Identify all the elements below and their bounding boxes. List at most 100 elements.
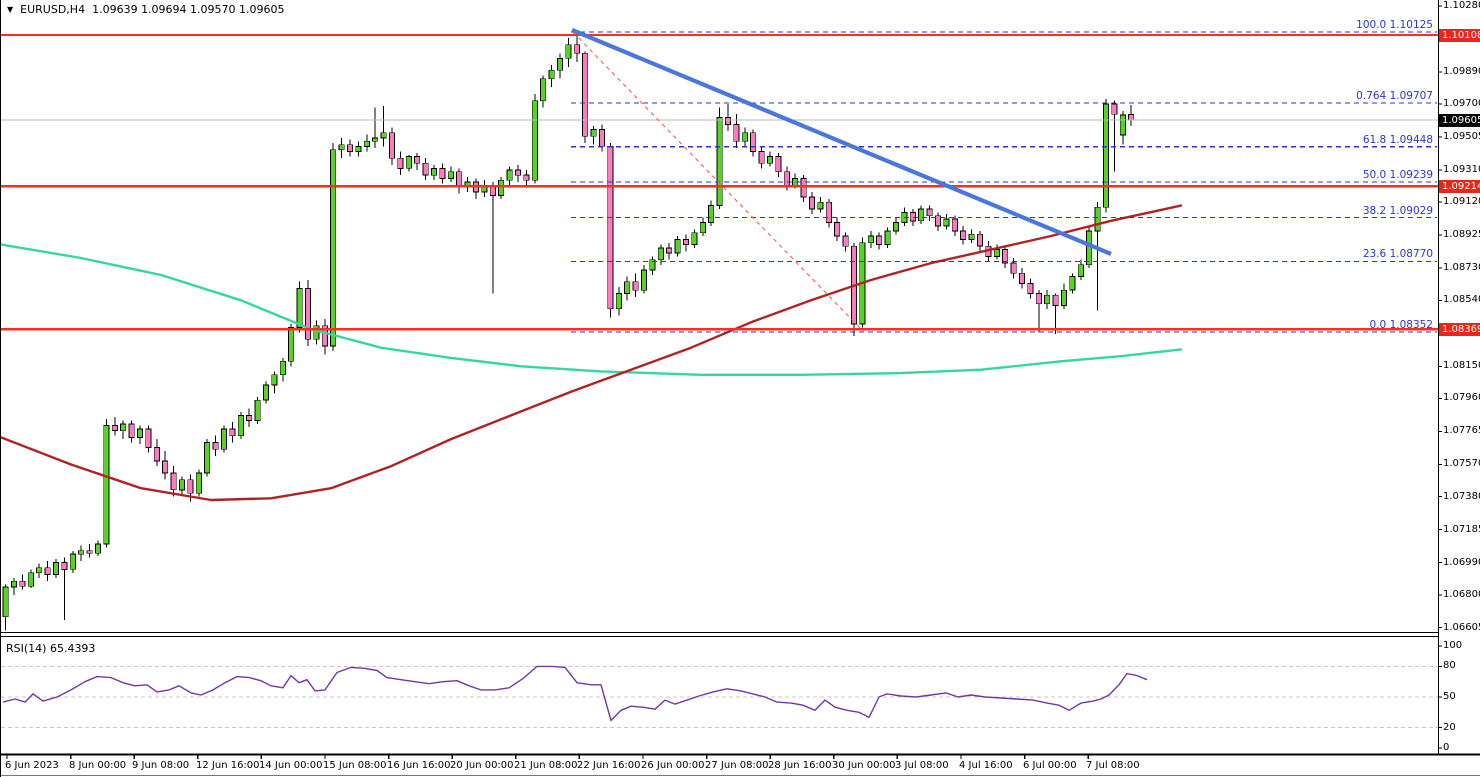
fib-diagonal-line: [572, 31, 865, 333]
bull-candle: [624, 276, 631, 301]
fib-level-label: 61.8 1.09448: [1362, 134, 1433, 146]
price-axis-label: 1.06605: [1443, 622, 1480, 633]
bear-candle: [162, 450, 169, 480]
bull-candle: [103, 418, 110, 548]
bull-candle: [615, 286, 622, 316]
bull-candle: [641, 264, 648, 294]
bear-candle: [666, 242, 673, 260]
bull-candle: [901, 207, 908, 226]
time-axis-label: 15 Jun 08:00: [323, 760, 387, 771]
level-price-tag: 1.09214: [1439, 180, 1480, 193]
bear-candle: [388, 127, 395, 165]
bear-candle: [397, 151, 404, 176]
price-axis-label: 1.08540: [1443, 294, 1480, 305]
bear-candle: [86, 544, 93, 558]
bear-candle: [750, 129, 757, 157]
bull-candle: [1077, 259, 1084, 280]
fib-level-label: 23.6 1.08770: [1362, 248, 1433, 260]
bear-candle: [145, 425, 152, 453]
bull-candle: [355, 141, 362, 157]
time-axis-label: 28 Jun 16:00: [768, 760, 832, 771]
bull-candle: [565, 38, 572, 67]
bear-candle: [733, 114, 740, 149]
bull-candle: [498, 176, 505, 199]
bull-candle: [430, 165, 437, 181]
bear-candle: [61, 557, 68, 621]
fib-level-label: 0.0 1.08352: [1369, 319, 1433, 331]
bear-candle: [725, 104, 732, 132]
bull-candle: [649, 256, 656, 275]
bear-candle: [346, 139, 353, 157]
bull-candle: [136, 425, 143, 445]
bull-candle: [380, 105, 387, 147]
bear-candle: [683, 234, 690, 252]
bull-candle: [405, 154, 412, 172]
bear-candle: [489, 181, 496, 294]
bull-candle: [943, 214, 950, 230]
bear-candle: [472, 178, 479, 199]
bear-candle: [1052, 293, 1059, 335]
bull-candle: [506, 166, 513, 186]
bull-candle: [691, 229, 698, 248]
rsi-scale-label: 50: [1443, 691, 1456, 702]
bull-candle: [1069, 273, 1076, 294]
bear-candle: [456, 168, 463, 194]
bull-candle: [893, 217, 900, 235]
symbol-period-label: EURUSD,H4: [20, 3, 86, 16]
bull-candle: [220, 425, 227, 453]
bull-candle: [279, 357, 286, 382]
time-axis-label: 26 Jun 00:00: [641, 760, 705, 771]
price-axis-label: 1.10280: [1443, 0, 1480, 11]
bull-candle: [548, 65, 555, 88]
price-axis-label: 1.06990: [1443, 557, 1480, 568]
bear-candle: [44, 560, 51, 582]
bull-candle: [1094, 202, 1101, 311]
bull-candle: [708, 200, 715, 226]
bear-candle: [800, 175, 807, 203]
bear-candle: [758, 146, 765, 169]
bull-candle: [1061, 283, 1068, 309]
bull-candle: [716, 107, 723, 209]
bear-candle: [573, 32, 580, 62]
bull-candle: [968, 229, 975, 243]
bull-candle: [1044, 290, 1051, 309]
time-axis-label: 8 Jun 00:00: [69, 760, 127, 771]
rsi-scale-label: 20: [1443, 722, 1456, 733]
bear-candle: [304, 280, 311, 346]
chevron-down-icon[interactable]: ▼: [7, 5, 14, 14]
bear-candle: [960, 225, 967, 245]
fib-level-label: 0.764 1.09707: [1356, 90, 1433, 102]
time-axis-label: 21 Jun 08:00: [514, 760, 578, 771]
bear-candle: [632, 273, 639, 297]
bear-candle: [977, 231, 984, 252]
time-axis-label: 6 Jul 00:00: [1023, 760, 1077, 771]
bull-candle: [531, 93, 538, 184]
bull-candle: [884, 227, 891, 248]
bull-candle: [237, 412, 244, 440]
price-axis-label: 1.09120: [1443, 196, 1480, 207]
bear-candle: [523, 170, 530, 186]
bull-candle: [1103, 99, 1110, 213]
price-axis-label: 1.09700: [1443, 98, 1480, 109]
bear-candle: [414, 153, 421, 171]
bull-candle: [590, 126, 597, 145]
fib-level-label: 38.2 1.09029: [1362, 205, 1433, 217]
bull-candle: [178, 476, 185, 495]
fib-level-label: 100.0 1.10125: [1356, 19, 1433, 31]
bull-candle: [464, 176, 471, 192]
bull-candle: [993, 244, 1000, 260]
price-axis-label: 1.07185: [1443, 524, 1480, 535]
bull-candle: [95, 540, 102, 556]
bull-candle: [330, 143, 337, 352]
ma-darkred-line: [1, 204, 1183, 502]
bear-candle: [111, 417, 118, 436]
price-axis-label: 1.07765: [1443, 425, 1480, 436]
price-axis-label: 1.08150: [1443, 360, 1480, 371]
bull-candle: [557, 53, 564, 79]
bull-candle: [195, 469, 202, 497]
time-axis-label: 27 Jun 08:00: [705, 760, 769, 771]
bull-candle: [741, 127, 748, 147]
bear-candle: [170, 466, 177, 497]
bear-candle: [951, 215, 958, 236]
